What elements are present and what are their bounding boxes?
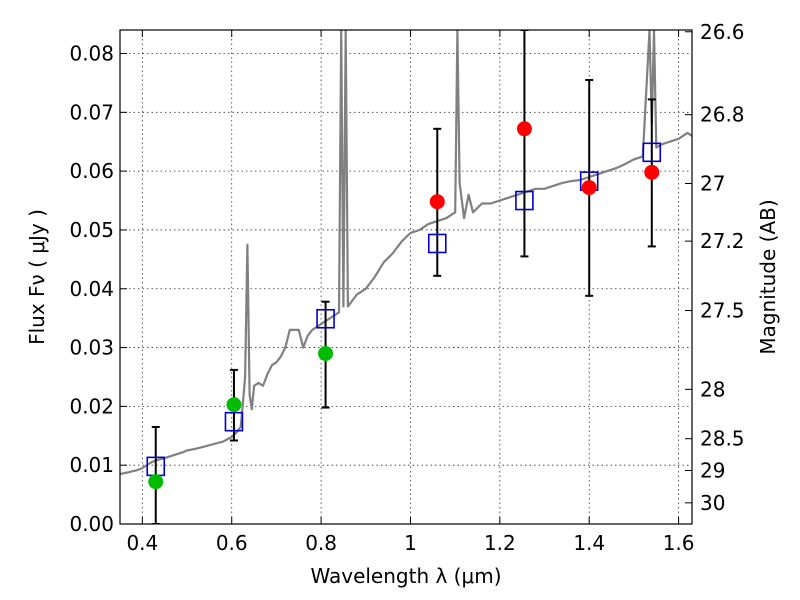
x-tick-label: 1.2 xyxy=(484,531,516,555)
y-tick-label: 0.05 xyxy=(69,218,114,242)
observed-point-red xyxy=(644,164,660,180)
y2-axis-title: Magnitude (AB) xyxy=(756,199,780,354)
y2-tick-label: 27.2 xyxy=(700,229,745,253)
observed-point-red xyxy=(429,194,445,210)
x-tick-label: 1.4 xyxy=(573,531,605,555)
observed-point-green xyxy=(318,345,334,361)
y-tick-label: 0.01 xyxy=(69,453,114,477)
model-flux-square xyxy=(316,308,335,329)
y-axis-title: Flux Fν ( μJy ) xyxy=(25,209,49,345)
observed-point-red xyxy=(516,121,532,137)
y2-tick-label: 30 xyxy=(700,491,725,515)
x-tick-label: 0.8 xyxy=(305,531,337,555)
y2-tick-label: 29 xyxy=(700,458,725,482)
y2-tick-label: 28 xyxy=(700,377,725,401)
y-tick-label: 0.02 xyxy=(69,394,114,418)
observed-point-green xyxy=(148,474,164,490)
plot-area xyxy=(120,30,692,524)
sed-model-line xyxy=(120,30,692,476)
y2-tick-label: 26.6 xyxy=(700,20,745,44)
x-tick-label: 0.6 xyxy=(216,531,248,555)
plot-frame xyxy=(119,29,693,525)
y2-tick-label: 27.5 xyxy=(700,299,745,323)
y2-tick-label: 26.8 xyxy=(700,103,745,127)
y-tick-label: 0.08 xyxy=(69,42,114,66)
x-tick-label: 1 xyxy=(404,531,417,555)
y-tick-label: 0.00 xyxy=(69,512,114,536)
y-tick-label: 0.04 xyxy=(69,277,114,301)
y2-tick-label: 28.5 xyxy=(700,427,745,451)
observed-point-red xyxy=(581,180,597,196)
model-flux-square xyxy=(427,233,447,254)
x-tick-label: 0.4 xyxy=(126,531,158,555)
error-bar xyxy=(520,30,529,258)
y-tick-label: 0.03 xyxy=(69,336,114,360)
model-flux-square xyxy=(515,190,534,211)
y-tick-label: 0.06 xyxy=(69,159,114,183)
y2-tick-label: 27 xyxy=(700,171,725,195)
observed-point-green xyxy=(226,397,242,413)
model-flux-square xyxy=(224,411,244,432)
grid-lines xyxy=(120,30,692,524)
x-tick-label: 1.6 xyxy=(663,531,695,555)
x-axis-title: Wavelength λ (μm) xyxy=(310,564,501,588)
y-tick-label: 0.07 xyxy=(69,100,114,124)
axes: 0.4 0.6 0.8 1 1.2 1.4 1.6 0.00 0.01 0.02 0.03 0.04 0… xyxy=(69,20,744,555)
model-flux-square xyxy=(642,142,662,163)
